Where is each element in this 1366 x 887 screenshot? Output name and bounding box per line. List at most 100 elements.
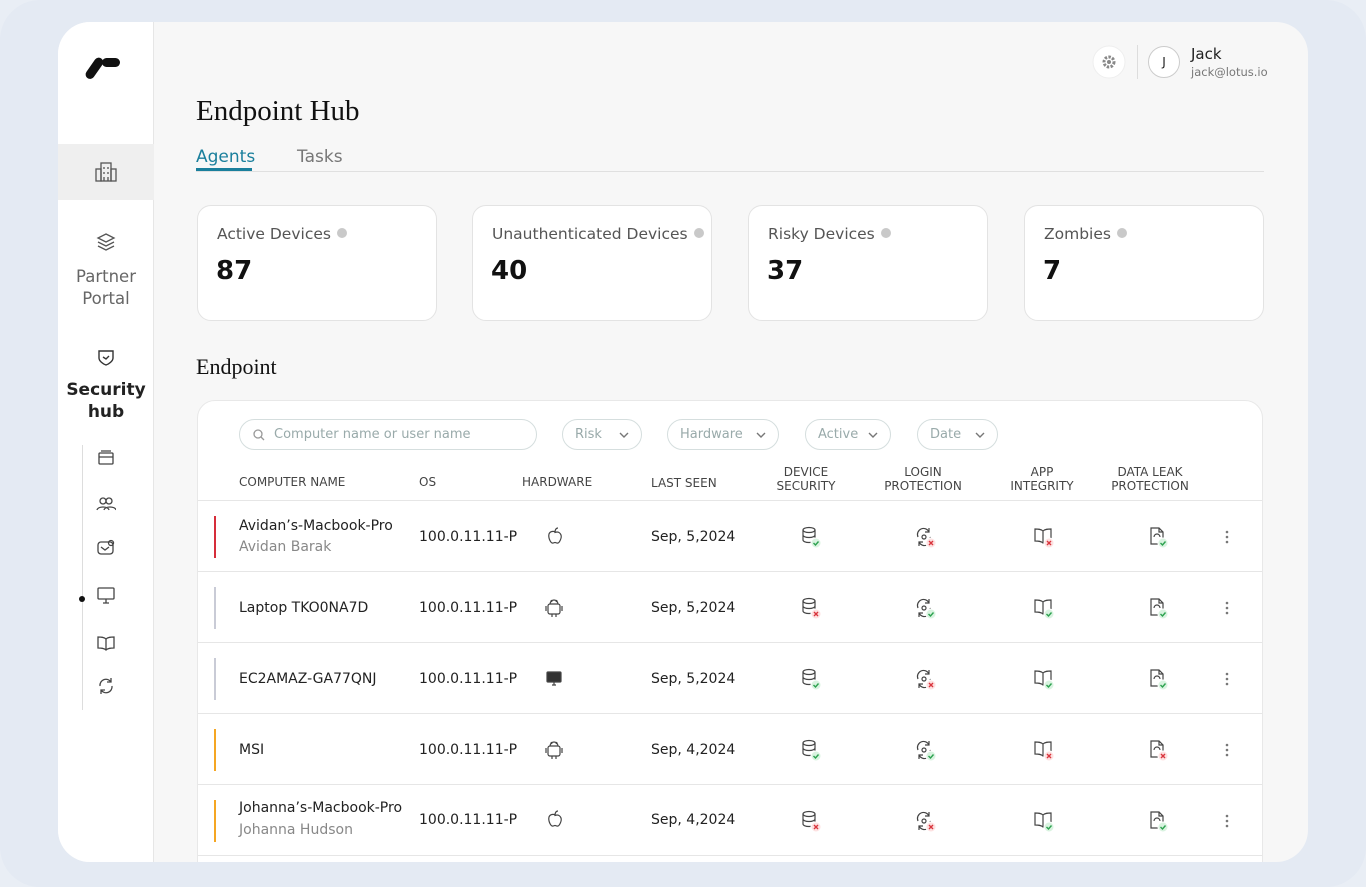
- login-icon: [916, 740, 937, 762]
- doc-icon: [1150, 598, 1169, 620]
- table-row[interactable]: Avidan’s-Macbook-Pro Avidan Barak 100.0.…: [198, 501, 1262, 572]
- stat-label: Risky Devices: [768, 225, 891, 243]
- hardware-icon: [543, 808, 567, 832]
- device-security-status: [799, 596, 823, 620]
- stat-value: 40: [491, 256, 528, 286]
- computer-name: EC2AMAZ-GA77QNJ: [239, 671, 377, 687]
- stat-label-text: Risky Devices: [768, 225, 875, 243]
- column-header: APP INTEGRITY: [1010, 465, 1074, 493]
- db-icon: [802, 810, 822, 833]
- app-integrity-status: [1032, 596, 1056, 620]
- filter-dropdown[interactable]: Risk: [562, 419, 642, 450]
- info-icon: [693, 228, 704, 238]
- user-name: Avidan Barak: [239, 539, 332, 555]
- table-row[interactable]: Johanna’s-Macbook-Pro Johanna Hudson 100…: [198, 785, 1262, 856]
- row-menu[interactable]: [1224, 741, 1230, 759]
- book-icon: [1034, 599, 1055, 620]
- db-icon: [802, 597, 822, 620]
- stat-value: 7: [1043, 256, 1062, 286]
- os-version: 100.0.11.11-P: [419, 529, 518, 545]
- header-border: [198, 500, 1262, 501]
- nav-security-hub[interactable]: Security hub: [66, 380, 146, 422]
- column-header: DATA LEAK PROTECTION: [1111, 465, 1189, 493]
- db-icon: [802, 739, 822, 762]
- nav-partner-portal[interactable]: Partner Portal: [76, 267, 136, 308]
- device-security-status: [799, 525, 823, 549]
- filter-dropdown[interactable]: Hardware: [667, 419, 779, 450]
- login-protection-status: [914, 596, 938, 620]
- computer-name: Johanna’s-Macbook-Pro: [239, 800, 403, 816]
- column-header: LOGIN PROTECTION: [884, 465, 962, 493]
- table-row[interactable]: MSI 100.0.11.11-P Sep, 4,2024: [198, 714, 1262, 785]
- book-icon: [1034, 528, 1055, 549]
- section-title: Endpoint: [196, 354, 277, 379]
- user-name: Johanna Hudson: [239, 822, 353, 838]
- search-icon: [253, 429, 265, 441]
- filter-dropdown[interactable]: Date: [917, 419, 998, 450]
- app-integrity-status: [1032, 738, 1056, 762]
- info-icon: [1116, 228, 1127, 238]
- row-menu[interactable]: [1224, 599, 1230, 617]
- table-card: Computer name or user name Risk Hardware…: [197, 400, 1263, 862]
- row-menu[interactable]: [1224, 528, 1230, 546]
- nav-active-dot: [79, 596, 85, 602]
- menu-icon: [1225, 814, 1229, 828]
- hardware-icon: [543, 525, 567, 549]
- risk-indicator: [214, 729, 216, 771]
- app-integrity-status: [1032, 525, 1056, 549]
- data-leak-status: [1146, 596, 1170, 620]
- row-menu[interactable]: [1224, 812, 1230, 830]
- logo: [85, 57, 120, 79]
- menu-icon: [1225, 601, 1229, 615]
- app: Partner Portal Security hub J Jack jack@…: [58, 22, 1308, 862]
- apple-icon: [548, 810, 562, 827]
- avatar[interactable]: J: [1148, 46, 1180, 78]
- table-row[interactable]: EC2AMAZ-GA77QNJ 100.0.11.11-P Sep, 5,202…: [198, 643, 1262, 714]
- db-icon: [802, 668, 822, 691]
- stat-label-text: Active Devices: [217, 225, 331, 243]
- filter-dropdown[interactable]: Active: [805, 419, 891, 450]
- tab-agents[interactable]: Agents: [196, 147, 256, 167]
- data-leak-status: [1146, 525, 1170, 549]
- page-title: Endpoint Hub: [196, 95, 360, 127]
- login-protection-status: [914, 738, 938, 762]
- search-input[interactable]: Computer name or user name: [239, 419, 537, 450]
- settings-button[interactable]: [1091, 45, 1127, 81]
- last-seen: Sep, 5,2024: [651, 671, 736, 687]
- last-seen: Sep, 4,2024: [651, 812, 736, 828]
- filter-label: Date: [930, 427, 962, 442]
- doc-icon: [1150, 527, 1169, 549]
- risk-indicator: [214, 658, 216, 700]
- nav-rail: [82, 445, 83, 710]
- building-icon: [95, 162, 117, 182]
- tabs-border: [196, 171, 1264, 172]
- login-icon: [916, 811, 937, 833]
- stat-card: Unauthenticated Devices 40: [472, 205, 712, 321]
- device-security-status: [799, 738, 823, 762]
- device-security-status: [799, 667, 823, 691]
- computer-name: Laptop TKO0NA7D: [239, 600, 369, 616]
- menu-icon: [1225, 672, 1229, 686]
- stat-label: Zombies: [1044, 225, 1127, 243]
- data-leak-status: [1146, 667, 1170, 691]
- shield-icon: [98, 350, 114, 366]
- last-seen: Sep, 4,2024: [651, 742, 736, 758]
- hardware-icon: [543, 738, 567, 762]
- row-menu[interactable]: [1224, 670, 1230, 688]
- chevron: [756, 432, 766, 438]
- app-integrity-status: [1032, 667, 1056, 691]
- nav-home[interactable]: [58, 144, 154, 200]
- filter-label: Risk: [575, 427, 602, 442]
- chevron: [975, 432, 985, 438]
- risk-indicator: [214, 516, 216, 558]
- info-icon: [336, 228, 347, 238]
- monitor-icon: [546, 671, 562, 686]
- divider: [1137, 45, 1138, 79]
- tab-tasks[interactable]: Tasks: [297, 147, 343, 167]
- stat-label-text: Zombies: [1044, 225, 1111, 243]
- os-version: 100.0.11.11-P: [419, 671, 518, 687]
- menu-icon: [1225, 743, 1229, 757]
- stat-card: Zombies 7: [1024, 205, 1264, 321]
- table-row[interactable]: Laptop TKO0NA7D 100.0.11.11-P Sep, 5,202…: [198, 572, 1262, 643]
- stat-value: 87: [216, 256, 253, 286]
